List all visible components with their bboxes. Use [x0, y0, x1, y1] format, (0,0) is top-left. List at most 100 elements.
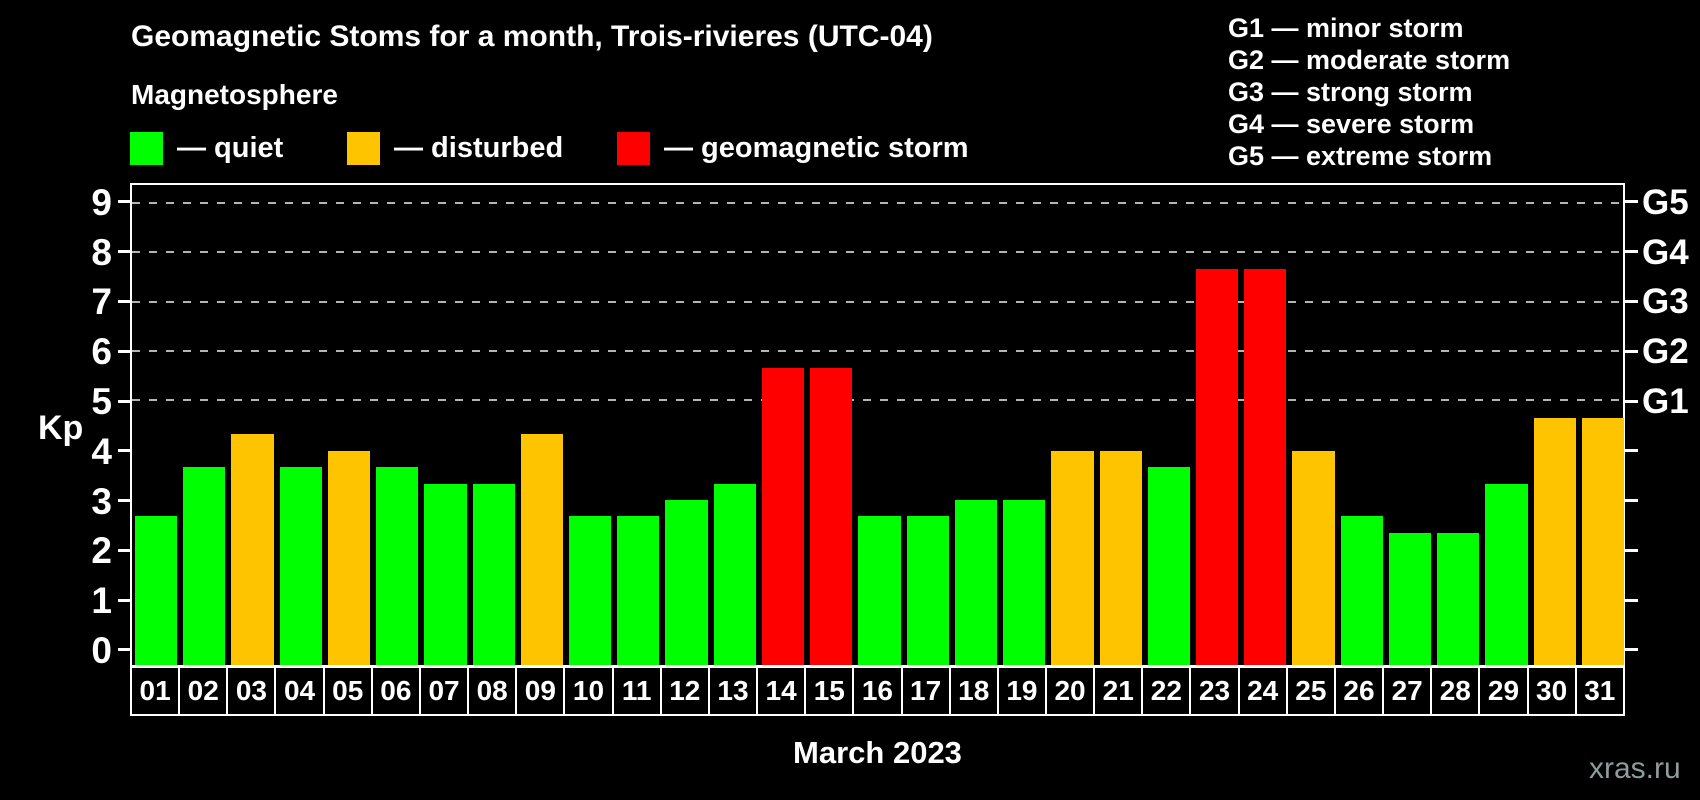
g-scale-label-G1: G1	[1642, 382, 1689, 422]
bar-day-28	[1437, 533, 1480, 665]
bar-day-19	[1003, 500, 1046, 665]
y-tick-right-6	[1625, 349, 1638, 353]
y-tick-left-2	[118, 548, 130, 552]
g-scale-label-G4: G4	[1642, 232, 1689, 272]
y-tick-label-8: 8	[91, 231, 112, 273]
y-tick-label-5: 5	[91, 381, 112, 423]
day-label-25: 25	[1285, 666, 1336, 716]
x-axis-day-strip: 01 02 03 04 05 06 07 08 09 10 11 12 13 14 15 16 17 18 19 20…	[130, 666, 1625, 716]
y-tick-left-9	[118, 200, 130, 204]
bar-day-01	[135, 516, 178, 665]
day-label-12: 12	[659, 666, 710, 716]
y-tick-left-8	[118, 250, 130, 254]
y-tick-label-0: 0	[91, 629, 112, 671]
bar-day-02	[183, 466, 226, 665]
legend-label-disturbed: — disturbed	[394, 131, 564, 164]
bar-day-15	[810, 368, 853, 665]
bar-day-14	[761, 368, 805, 665]
bar-day-06	[376, 466, 419, 665]
day-label-22: 22	[1141, 666, 1192, 716]
legend-item-storm: — geomagnetic storm	[617, 131, 969, 165]
day-label-24: 24	[1237, 666, 1288, 716]
day-label-17: 17	[900, 666, 951, 716]
day-label-10: 10	[563, 666, 614, 716]
y-tick-left-7	[118, 299, 130, 303]
g-legend-line-2: G2 — moderate storm	[1228, 45, 1511, 75]
bar-day-12	[665, 500, 708, 665]
y-tick-label-6: 6	[91, 331, 112, 373]
bar-day-27	[1388, 533, 1432, 665]
y-tick-left-4	[118, 449, 130, 453]
y-tick-label-1: 1	[91, 580, 112, 622]
gridline-kp9	[132, 201, 1623, 204]
gridline-kp8	[132, 251, 1623, 254]
day-label-19: 19	[996, 666, 1047, 716]
bar-day-07	[424, 483, 467, 665]
y-tick-left-0	[118, 648, 130, 652]
y-axis-label: Kp	[38, 409, 84, 447]
bar-day-17	[906, 516, 949, 665]
bar-day-16	[858, 516, 901, 665]
chart-subtitle: Magnetosphere	[131, 79, 338, 110]
bar-day-22	[1147, 466, 1190, 665]
y-tick-label-3: 3	[91, 480, 112, 522]
gridline-kp6	[132, 349, 1623, 352]
y-tick-right-9	[1625, 200, 1638, 204]
bar-day-03	[231, 434, 274, 665]
day-label-30: 30	[1526, 666, 1577, 716]
g-scale-label-G5: G5	[1642, 182, 1689, 222]
watermark: xras.ru	[1589, 752, 1681, 785]
bar-day-21	[1099, 450, 1142, 665]
y-tick-right-3	[1625, 499, 1638, 503]
bar-day-10	[569, 516, 612, 665]
bar-day-20	[1051, 450, 1094, 665]
y-tick-right-4	[1625, 449, 1638, 453]
quiet-swatch-icon	[130, 131, 163, 165]
y-tick-right-7	[1625, 299, 1638, 303]
y-tick-left-3	[118, 499, 130, 503]
y-tick-label-9: 9	[91, 181, 112, 223]
g-legend-line-3: G3 — strong storm	[1228, 77, 1473, 107]
day-label-03: 03	[226, 666, 277, 716]
g-legend-line-1: G1 — minor storm	[1228, 13, 1464, 43]
g-legend-line-4: G4 — severe storm	[1228, 109, 1475, 139]
x-axis-title: March 2023	[793, 735, 962, 770]
day-label-07: 07	[418, 666, 470, 716]
y-tick-right-0	[1625, 648, 1638, 652]
day-label-21: 21	[1093, 666, 1144, 716]
y-tick-left-6	[118, 349, 130, 353]
chart-title: Geomagnetic Stoms for a month, Trois-riv…	[131, 20, 933, 53]
legend-item-quiet: — quiet	[130, 131, 283, 165]
day-label-08: 08	[467, 666, 518, 716]
bar-day-24	[1244, 269, 1287, 665]
y-tick-label-4: 4	[91, 430, 112, 472]
bar-day-08	[472, 483, 515, 665]
day-label-13: 13	[707, 666, 759, 716]
legend-label-quiet: — quiet	[177, 131, 284, 164]
day-label-01: 01	[130, 666, 181, 716]
day-label-29: 29	[1478, 666, 1529, 716]
day-label-31: 31	[1574, 666, 1625, 716]
bar-day-31	[1581, 417, 1624, 665]
day-label-28: 28	[1430, 666, 1481, 716]
bar-day-26	[1340, 516, 1383, 665]
bar-day-18	[954, 500, 998, 665]
bar-day-25	[1292, 450, 1335, 665]
day-label-18: 18	[948, 666, 999, 716]
day-label-11: 11	[611, 666, 662, 716]
gridline-kp7	[132, 300, 1623, 303]
bar-day-13	[713, 483, 756, 665]
y-tick-right-1	[1625, 598, 1638, 602]
day-label-23: 23	[1189, 666, 1240, 716]
bar-day-11	[617, 516, 660, 665]
y-tick-right-2	[1625, 548, 1638, 552]
day-label-04: 04	[274, 666, 325, 716]
storm-swatch-icon	[617, 131, 650, 165]
day-label-02: 02	[178, 666, 229, 716]
y-tick-label-2: 2	[91, 530, 112, 572]
y-tick-right-8	[1625, 250, 1638, 254]
bar-day-04	[279, 466, 322, 665]
day-label-14: 14	[756, 666, 807, 716]
day-label-05: 05	[322, 666, 373, 716]
